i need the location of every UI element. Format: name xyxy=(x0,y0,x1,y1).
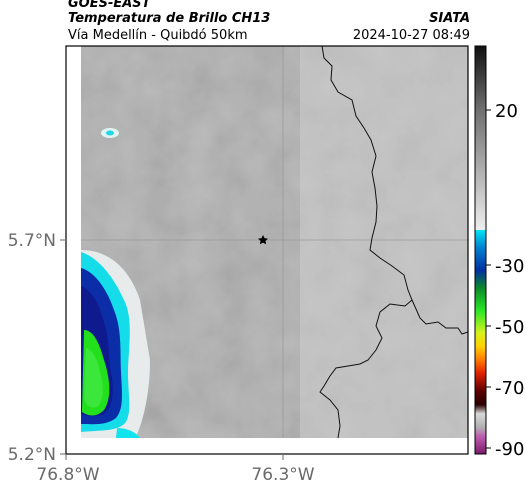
colorbar-label-minus30: -30 xyxy=(495,256,524,277)
plot-frame xyxy=(65,45,469,455)
storm-core-bright xyxy=(84,348,103,408)
cold-spot xyxy=(106,130,114,136)
east-brighter-band xyxy=(300,46,468,438)
colorbar-label-minus70: -70 xyxy=(495,378,524,399)
datetime-label: 2024-10-27 08:49 xyxy=(352,28,470,43)
location-star-icon xyxy=(258,235,268,245)
colorbar-color-segment xyxy=(475,230,486,454)
colorbar-label-minus90: -90 xyxy=(495,439,524,460)
colorbar: 20 -30 -50 -70 -90 xyxy=(474,45,524,460)
lon-label-76-3: 76.3°W xyxy=(251,465,314,485)
colorbar-gray-segment xyxy=(475,46,486,230)
department-border-east xyxy=(411,299,468,335)
lat-label-5-7: 5.7°N xyxy=(8,231,56,251)
colorbar-label-20: 20 xyxy=(495,101,518,122)
storm-edge-cyan xyxy=(116,428,140,438)
region-subtitle: Vía Medellín - Quibdó 50km xyxy=(68,28,248,43)
department-border xyxy=(319,46,413,438)
lat-label-5-2: 5.2°N xyxy=(8,445,56,465)
colorbar-frame xyxy=(474,45,487,455)
colorbar-label-minus50: -50 xyxy=(495,317,524,338)
agency-label: SIATA xyxy=(429,11,470,26)
product-title: Temperatura de Brillo CH13 xyxy=(68,11,271,26)
lon-label-76-8: 76.8°W xyxy=(36,465,99,485)
satellite-title: GOES-EAST xyxy=(68,0,151,11)
